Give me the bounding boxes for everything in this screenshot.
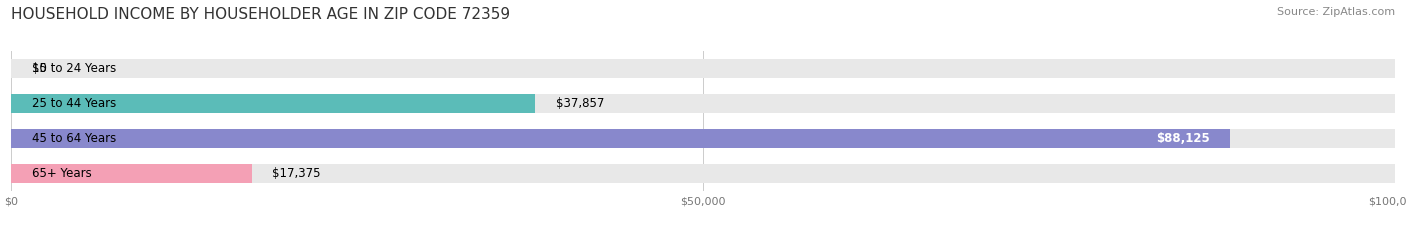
Text: $88,125: $88,125 xyxy=(1156,132,1209,145)
Bar xyxy=(11,164,1395,183)
Text: $17,375: $17,375 xyxy=(273,167,321,180)
Text: 15 to 24 Years: 15 to 24 Years xyxy=(32,62,117,75)
Text: Source: ZipAtlas.com: Source: ZipAtlas.com xyxy=(1277,7,1395,17)
Bar xyxy=(11,94,536,113)
Bar xyxy=(11,129,1395,148)
Text: 45 to 64 Years: 45 to 64 Years xyxy=(32,132,117,145)
Bar xyxy=(11,164,252,183)
Text: $37,857: $37,857 xyxy=(555,97,605,110)
Bar xyxy=(11,129,1230,148)
Text: 25 to 44 Years: 25 to 44 Years xyxy=(32,97,117,110)
Text: HOUSEHOLD INCOME BY HOUSEHOLDER AGE IN ZIP CODE 72359: HOUSEHOLD INCOME BY HOUSEHOLDER AGE IN Z… xyxy=(11,7,510,22)
Text: 65+ Years: 65+ Years xyxy=(32,167,91,180)
Bar xyxy=(11,94,1395,113)
Text: $0: $0 xyxy=(32,62,46,75)
Bar xyxy=(11,59,1395,78)
